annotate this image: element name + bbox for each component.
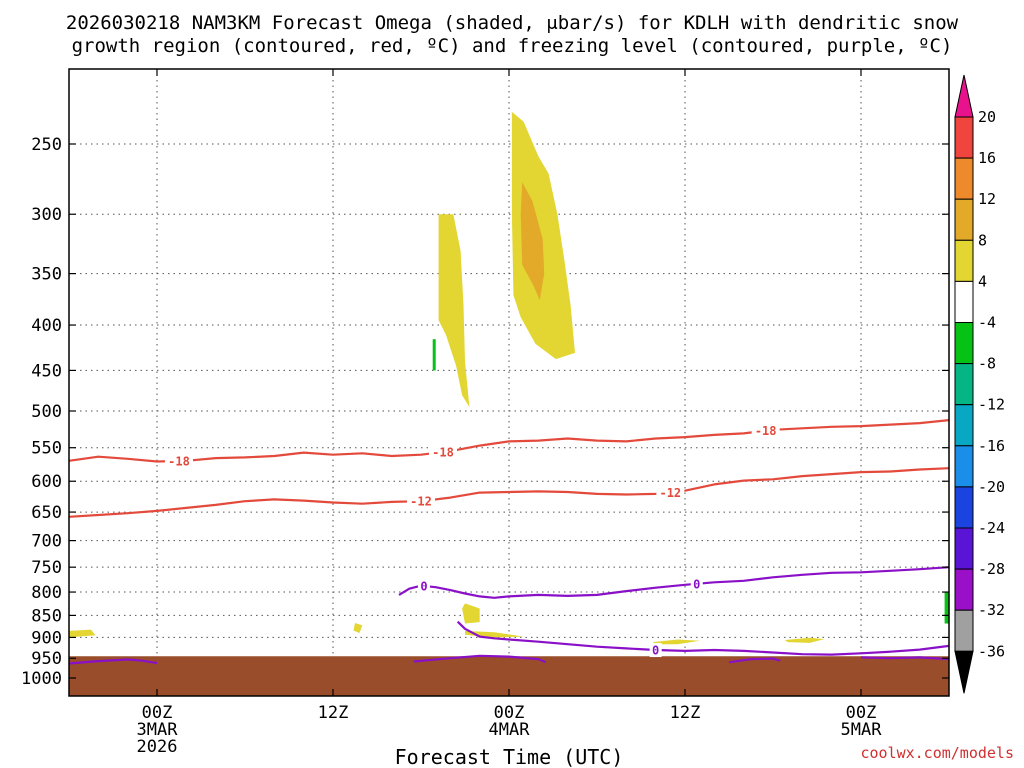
contour-line-3 bbox=[456, 620, 950, 656]
colorbar-segment-13 bbox=[954, 609, 974, 652]
y-tick-label-900: 900 bbox=[31, 628, 62, 648]
contour-line-5 bbox=[413, 654, 547, 664]
omega-region-1 bbox=[511, 111, 575, 360]
contour-label-bg-2-1 bbox=[690, 576, 703, 591]
x-tick-label-0-1: 3MAR bbox=[137, 720, 179, 740]
colorbar-segment-9 bbox=[954, 445, 974, 488]
omega-region-5 bbox=[652, 639, 700, 645]
contour-label-bg-0-0 bbox=[165, 453, 193, 468]
colorbar-segment-8 bbox=[954, 404, 974, 447]
colorbar-segment-5 bbox=[954, 280, 974, 323]
omega-region-8 bbox=[353, 623, 363, 634]
contour-line-4 bbox=[68, 658, 158, 665]
y-tick-label-1000: 1000 bbox=[21, 669, 62, 689]
contour-label-1-1: -12 bbox=[659, 486, 681, 500]
y-axis-ticks: 2503003504004505005506006507007508008509… bbox=[21, 135, 949, 689]
contour-label-3-0: 0 bbox=[652, 644, 659, 658]
contour-label-bg-2-0 bbox=[417, 579, 430, 594]
omega-shading-layer bbox=[69, 111, 949, 645]
y-tick-label-750: 750 bbox=[31, 558, 62, 578]
contour-label-0-2: -18 bbox=[755, 424, 777, 438]
y-tick-label-800: 800 bbox=[31, 583, 62, 603]
omega-region-9 bbox=[432, 339, 436, 371]
omega-region-6 bbox=[784, 637, 825, 643]
colorbar-segment-4 bbox=[954, 239, 974, 282]
y-tick-label-600: 600 bbox=[31, 472, 62, 492]
contour-line-6 bbox=[728, 657, 781, 664]
grid-layer bbox=[69, 69, 949, 696]
omega-region-3 bbox=[462, 603, 480, 624]
x-tick-label-2-1: 4MAR bbox=[489, 720, 531, 740]
contour-label-0-1: -18 bbox=[432, 446, 454, 460]
y-tick-label-950: 950 bbox=[31, 649, 62, 669]
colorbar-segment-3 bbox=[954, 198, 974, 241]
colorbar-label-5: -4 bbox=[978, 314, 996, 332]
colorbar-segment-12 bbox=[954, 568, 974, 611]
y-tick-label-500: 500 bbox=[31, 402, 62, 422]
x-tick-label-0-2: 2026 bbox=[137, 737, 178, 757]
x-tick-label-3-0: 12Z bbox=[670, 703, 701, 723]
colorbar-label-10: -24 bbox=[978, 519, 1005, 537]
x-tick-label-4-0: 00Z bbox=[846, 703, 877, 723]
contour-label-bg-1-0 bbox=[407, 494, 435, 509]
x-tick-label-4-1: 5MAR bbox=[841, 720, 883, 740]
y-tick-label-650: 650 bbox=[31, 503, 62, 523]
colorbar-segment-2 bbox=[954, 157, 974, 200]
contour-label-bg-1-1 bbox=[656, 485, 685, 500]
contour-line-7 bbox=[860, 656, 950, 661]
colorbar: 20 16 12 8 4 -4 -8 -12 -16 -20 -24 -28 -32 -36 bbox=[954, 74, 1005, 694]
colorbar-label-13: -36 bbox=[978, 642, 1005, 660]
y-tick-label-300: 300 bbox=[31, 205, 62, 225]
colorbar-segment-7 bbox=[954, 363, 974, 406]
contour-label-1-0: -12 bbox=[410, 495, 432, 509]
x-axis-title: Forecast Time (UTC) bbox=[395, 745, 624, 768]
colorbar-cap-bottom bbox=[954, 650, 974, 694]
colorbar-label-7: -12 bbox=[978, 396, 1005, 414]
omega-region-0 bbox=[438, 214, 470, 408]
y-tick-label-450: 450 bbox=[31, 361, 62, 381]
credit-text: coolwx.com/models bbox=[860, 744, 1014, 762]
y-tick-label-400: 400 bbox=[31, 316, 62, 336]
colorbar-label-3: 8 bbox=[978, 231, 987, 249]
x-tick-label-2-0: 00Z bbox=[494, 703, 525, 723]
colorbar-label-2: 12 bbox=[978, 190, 996, 208]
colorbar-label-0: 20 bbox=[978, 108, 996, 126]
contour-line-1 bbox=[68, 467, 950, 518]
colorbar-label-1: 16 bbox=[978, 149, 996, 167]
y-tick-label-850: 850 bbox=[31, 606, 62, 626]
contour-label-bg-0-2 bbox=[751, 423, 780, 438]
contour-line-2 bbox=[398, 566, 950, 599]
colorbar-segment-10 bbox=[954, 486, 974, 529]
contour-label-2-0: 0 bbox=[420, 580, 427, 594]
y-tick-label-350: 350 bbox=[31, 265, 62, 285]
contour-label-2-1: 0 bbox=[693, 577, 700, 591]
colorbar-label-6: -8 bbox=[978, 355, 996, 373]
contour-label-0-0: -18 bbox=[168, 454, 190, 468]
colorbar-label-8: -16 bbox=[978, 437, 1005, 455]
contour-label-bg-3-0 bbox=[649, 643, 662, 658]
colorbar-label-11: -28 bbox=[978, 560, 1005, 578]
colorbar-segment-1 bbox=[954, 116, 974, 159]
contour-label-bg-0-1 bbox=[429, 445, 457, 460]
omega-region-2 bbox=[520, 182, 545, 301]
contour-line-0 bbox=[68, 419, 950, 463]
y-tick-label-550: 550 bbox=[31, 439, 62, 459]
colorbar-label-9: -20 bbox=[978, 478, 1005, 496]
x-tick-label-0-0: 00Z bbox=[142, 703, 173, 723]
x-tick-label-1-0: 12Z bbox=[318, 703, 349, 723]
colorbar-segment-11 bbox=[954, 527, 974, 570]
colorbar-cap-top bbox=[954, 74, 974, 118]
chart-title-line2: growth region (contoured, red, ºC) and f… bbox=[72, 35, 953, 57]
colorbar-segment-6 bbox=[954, 322, 974, 365]
colorbar-label-12: -32 bbox=[978, 601, 1005, 619]
chart-title-line1: 2026030218 NAM3KM Forecast Omega (shaded… bbox=[66, 12, 959, 34]
omega-region-7 bbox=[69, 629, 96, 638]
colorbar-label-4: 4 bbox=[978, 272, 987, 290]
y-tick-label-250: 250 bbox=[31, 135, 62, 155]
contour-layer: -18 -18 -18 -12 -12 0 0 0 bbox=[68, 419, 950, 665]
y-tick-label-700: 700 bbox=[31, 532, 62, 552]
